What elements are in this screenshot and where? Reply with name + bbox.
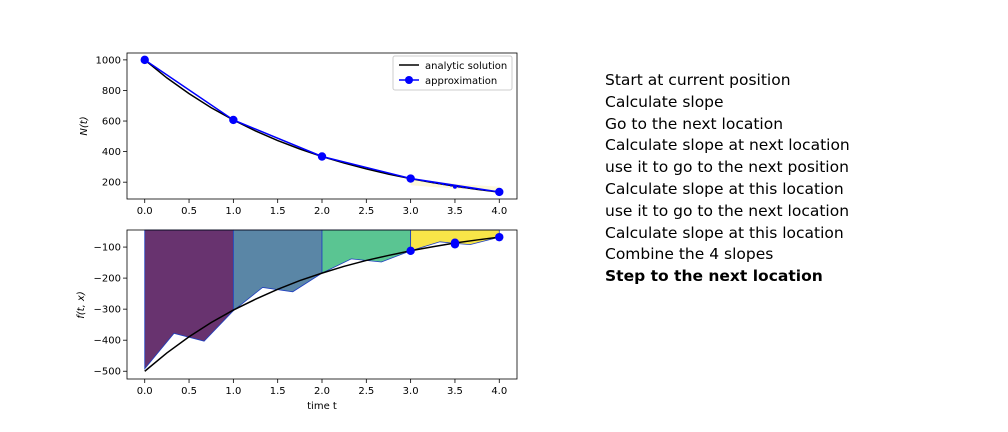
bottom-chart-ytick-label: −200 — [94, 274, 121, 285]
step-1: Start at current position — [605, 71, 791, 89]
approximation-point — [495, 187, 504, 197]
bottom-chart-ylabel: f(t, x) — [76, 291, 87, 319]
step-2: Calculate slope — [605, 92, 724, 111]
step-3: Go to the next location — [605, 114, 784, 133]
legend-marker-approx — [405, 76, 413, 84]
bottom-chart-xtick-label: 2.0 — [314, 386, 330, 397]
step-9: Combine the 4 slopes — [605, 245, 774, 264]
approximation-point — [406, 174, 415, 183]
bottom-chart-xtick-label: 3.5 — [447, 386, 463, 397]
top-chart-xtick-label: 0.5 — [181, 206, 197, 217]
legend-label-approx: approximation — [425, 76, 497, 87]
top-chart-xtick-label: 4.0 — [491, 206, 507, 217]
legend-label-analytic: analytic solution — [425, 61, 507, 72]
slope-marker — [495, 232, 504, 242]
top-chart-ytick-label: 1000 — [96, 55, 121, 66]
bottom-chart-xlabel: time t — [307, 401, 337, 412]
slope-analytic-line — [144, 236, 500, 372]
slope-marker — [450, 240, 460, 249]
bottom-chart-xtick-label: 1.0 — [225, 386, 241, 397]
top-chart: 0.0 0.5 1.0 1.5 2.0 2.5 3.0 3.5 4.0 200 400 600 800… — [79, 52, 518, 217]
top-chart-ytick-label: 400 — [102, 147, 121, 158]
bottom-chart-xtick-label: 3.0 — [403, 386, 419, 397]
bottom-chart-ytick-label: −100 — [94, 243, 121, 254]
top-chart-ytick-label: 200 — [102, 178, 121, 189]
step-4: Calculate slope at next location — [605, 136, 850, 155]
legend: analytic solution approximation — [392, 55, 513, 91]
bottom-chart-ytick-label: −400 — [94, 336, 121, 347]
approximation-point — [140, 55, 149, 65]
bottom-chart-xtick-label: 4.0 — [491, 386, 507, 397]
step-6: Calculate slope at this location — [605, 179, 844, 198]
approximation-point — [229, 115, 238, 125]
step-8: Calculate slope at this location — [605, 223, 844, 242]
step-7: use it to go to the next location — [605, 201, 850, 220]
top-chart-xtick-label: 1.0 — [225, 206, 241, 217]
top-chart-ytick-label: 600 — [102, 117, 121, 128]
top-chart-xtick-label: 3.0 — [403, 206, 419, 217]
top-chart-ylabel: N(t) — [79, 116, 90, 135]
bottom-chart: 0.0 0.5 1.0 1.5 2.0 2.5 3.0 3.5 4.0 −500 −400 −300… — [76, 229, 518, 412]
bottom-chart-xtick-label: 1.5 — [270, 386, 286, 397]
top-chart-xtick-label: 2.5 — [358, 206, 374, 217]
top-chart-ytick-label: 800 — [102, 86, 121, 97]
bottom-chart-ytick-label: −500 — [94, 367, 121, 378]
algorithm-steps: Start at current position Calculate slop… — [605, 70, 850, 288]
top-chart-xtick-label: 2.0 — [314, 206, 330, 217]
bottom-chart-ytick-label: −300 — [94, 305, 121, 316]
approximation-point — [317, 152, 327, 161]
step-10-current: Step to the next location — [605, 267, 823, 286]
top-chart-xtick-label: 0.0 — [137, 206, 153, 217]
bottom-chart-xtick-label: 0.0 — [137, 386, 153, 397]
step-5: use it to go to the next position — [605, 158, 849, 177]
top-chart-xtick-label: 3.5 — [447, 206, 463, 217]
bottom-chart-xtick-label: 0.5 — [181, 386, 197, 397]
bottom-chart-xtick-label: 2.5 — [358, 386, 374, 397]
legend-box — [392, 55, 513, 91]
slope-marker — [406, 246, 415, 255]
top-chart-xtick-label: 1.5 — [270, 206, 286, 217]
